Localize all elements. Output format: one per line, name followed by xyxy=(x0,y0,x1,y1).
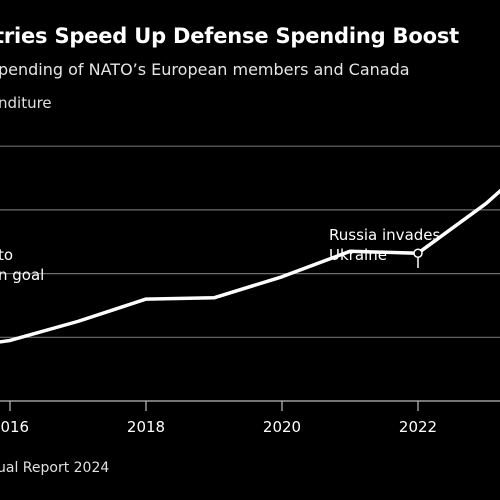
x-tick-label: 2018 xyxy=(127,418,165,436)
chart-subtitle: pending of NATO’s European members and C… xyxy=(0,60,410,79)
y-axis-label: nditure xyxy=(0,94,52,112)
annotation-label: to xyxy=(0,246,13,264)
x-tick-label: 2016 xyxy=(0,418,29,436)
annotation-marker xyxy=(413,248,423,258)
x-tick-label: 2020 xyxy=(263,418,301,436)
annotation-label: Russia invades xyxy=(329,226,441,244)
annotation-label: Ukraine xyxy=(329,246,387,264)
chart-title: tries Speed Up Defense Spending Boost xyxy=(0,24,459,48)
source-note: ual Report 2024 xyxy=(0,460,110,476)
annotation-label: n goal xyxy=(0,266,44,284)
x-tick-label: 2022 xyxy=(399,418,437,436)
series-line xyxy=(0,188,500,344)
